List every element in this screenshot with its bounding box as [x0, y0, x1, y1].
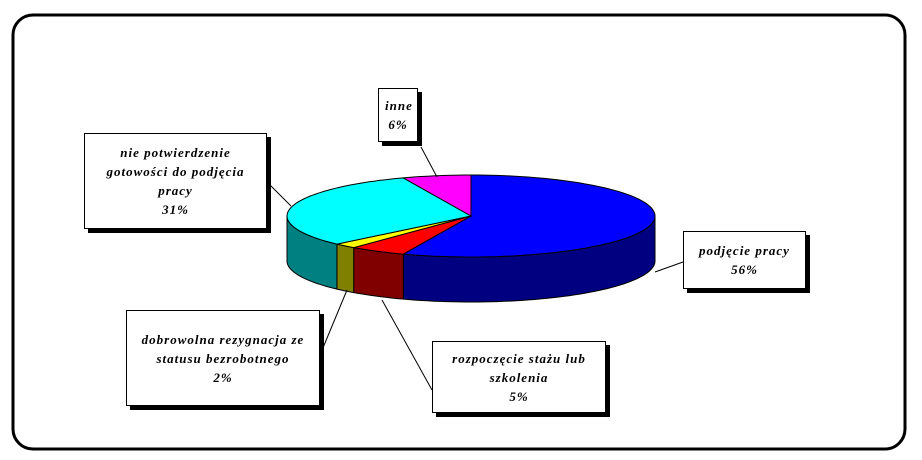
value-label: 56% [731, 262, 758, 277]
leader-line [266, 181, 292, 207]
slice-side [336, 243, 355, 294]
slice [286, 177, 473, 245]
leader-line [319, 289, 348, 356]
category-label: inne [385, 98, 413, 113]
data-label: inne 6% [378, 88, 418, 142]
category-label: nie potwierdzenie gotowości do podjęcia … [106, 145, 245, 198]
data-label: nie potwierdzenie gotowości do podjęcia … [84, 133, 267, 229]
category-label: dobrowolna rezygnacja ze statusu bezrobo… [141, 331, 305, 366]
category-label: rozpoczęcie stażu lub szkolenia [452, 350, 586, 385]
value-label: 5% [509, 388, 529, 404]
leader-line [654, 261, 684, 273]
value-label: 2% [213, 369, 233, 385]
slice [353, 215, 472, 255]
slice [401, 174, 656, 258]
category-label: podjęcie pracy [699, 243, 790, 258]
value-label: 31% [162, 202, 189, 217]
value-label: 6% [388, 117, 408, 132]
leader-line [420, 146, 438, 178]
data-label: dobrowolna rezygnacja ze statusu bezrobo… [126, 310, 320, 406]
data-label: podjęcie pracy 56% [683, 231, 806, 289]
data-label: rozpoczęcie stażu lub szkolenia 5% [432, 341, 606, 413]
leader-line [381, 299, 433, 391]
slice-side [353, 247, 404, 300]
